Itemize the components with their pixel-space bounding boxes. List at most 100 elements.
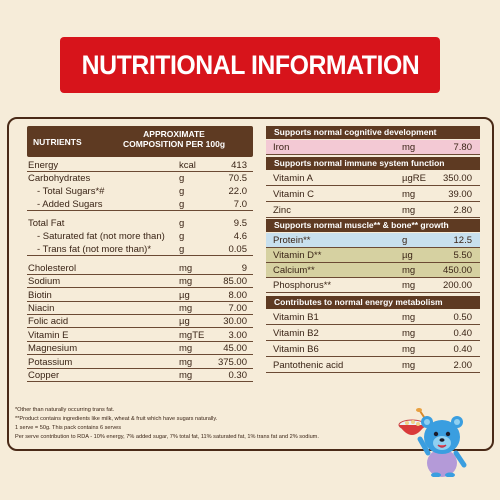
nutrient-name: Cholesterol [28, 263, 77, 274]
nutrient-value: 9.5 [233, 218, 247, 229]
nutrient-name: - Added Sugars [37, 199, 103, 210]
nutrient-name: Vitamin E [28, 330, 69, 341]
nutrient-unit: kcal [179, 160, 196, 171]
section-header: Supports normal muscle** & bone** growth [266, 219, 480, 232]
left-table-row: Magnesium mg 45.00 [27, 342, 253, 355]
right-table-row: Protein** g 12.5 [266, 233, 480, 248]
nutrient-unit: mg [402, 205, 416, 216]
nutrient-name: Potassium [28, 357, 73, 368]
right-table-row: Vitamin B1 mg 0.50 [266, 310, 480, 325]
right-table-row: Phosphorus** mg 200.00 [266, 278, 480, 293]
nutrient-unit: g [179, 218, 185, 229]
nutrient-name: Vitamin B1 [273, 312, 319, 323]
nutrient-name: Protein** [273, 235, 311, 246]
nutrient-unit: mg [402, 360, 416, 371]
left-table-row: - Trans fat (not more than)* g 0.05 [27, 243, 253, 256]
section-header: Contributes to normal energy metabolism [266, 296, 480, 309]
nutrient-unit: mg [402, 280, 416, 291]
left-table-row: Niacin mg 7.00 [27, 302, 253, 315]
footnotes: *Other than naturally occurring trans fa… [15, 406, 405, 442]
nutrient-name: - Total Sugars*# [37, 186, 105, 197]
nutrient-value: 30.00 [223, 316, 247, 327]
right-table-row: Zinc mg 2.80 [266, 203, 480, 218]
footnote: *Other than naturally occurring trans fa… [15, 407, 115, 413]
nutrient-value: 413 [231, 160, 247, 171]
nutrient-unit: mg [402, 142, 416, 153]
nutrient-unit: µgRE [402, 173, 426, 184]
left-table-row: Vitamin E mgTE 3.00 [27, 329, 253, 342]
nutrient-name: Sodium [28, 276, 61, 287]
left-table-row: Cholesterol mg 9 [27, 262, 253, 275]
nutrient-unit: g [179, 186, 185, 197]
nutrient-name: Calcium** [273, 265, 315, 276]
nutrient-unit: mg [179, 276, 193, 287]
nutrient-unit: g [179, 231, 185, 242]
nutrient-unit: mg [179, 263, 193, 274]
nutrient-name: Magnesium [28, 343, 78, 354]
left-table-row: Sodium mg 85.00 [27, 275, 253, 288]
nutrient-value: 7.0 [233, 199, 247, 210]
nutrient-name: Copper [28, 370, 60, 381]
nutrient-value: 0.05 [228, 244, 248, 255]
nutrient-value: 2.80 [453, 205, 473, 216]
nutrient-value: 3.00 [228, 330, 248, 341]
nutrient-value: 450.00 [442, 265, 472, 276]
nutrient-unit: mg [402, 265, 416, 276]
nutrient-value: 85.00 [223, 276, 247, 287]
nutrient-name: Folic acid [28, 316, 69, 327]
footnote: Per serve contribution to RDA - 10% ener… [15, 434, 319, 440]
nutrient-name: Vitamin C [273, 189, 315, 200]
left-table-row: Folic acid µg 30.00 [27, 315, 253, 328]
nutrient-name: Biotin [28, 290, 52, 301]
nutrient-unit: g [179, 173, 185, 184]
nutrient-name: Energy [28, 160, 59, 171]
left-table-row: - Added Sugars g 7.0 [27, 198, 253, 211]
section-header: Supports normal immune system function [266, 157, 480, 170]
nutrient-unit: mg [402, 189, 416, 200]
right-table-row: Iron mg 7.80 [266, 140, 480, 155]
nutrient-name: Niacin [28, 303, 55, 314]
right-table-row: Vitamin A µgRE 350.00 [266, 171, 480, 186]
nutrient-unit: µg [179, 290, 190, 301]
nutrient-unit: mgTE [179, 330, 205, 341]
nutrient-value: 22.0 [228, 186, 248, 197]
nutrient-name: Carbohydrates [28, 173, 91, 184]
nutrient-value: 0.50 [453, 312, 473, 323]
nutrient-unit: mg [179, 343, 193, 354]
left-table-row: Potassium mg 375.00 [27, 356, 253, 369]
nutrient-value: 45.00 [223, 343, 247, 354]
nutrient-value: 7.80 [453, 142, 473, 153]
left-table-row: - Total Sugars*# g 22.0 [27, 185, 253, 198]
nutrient-value: 0.30 [228, 370, 248, 381]
nutrient-name: Vitamin A [273, 173, 313, 184]
nutrient-value: 350.00 [442, 173, 472, 184]
nutrient-unit: mg [402, 344, 416, 355]
nutrient-value: 12.5 [453, 235, 473, 246]
nutrient-name: Pantothenic acid [273, 360, 344, 371]
nutrient-name: Vitamin B2 [273, 328, 319, 339]
nutrient-value: 5.50 [453, 250, 473, 261]
right-table-row: Vitamin B2 mg 0.40 [266, 326, 480, 341]
right-table-row: Calcium** mg 450.00 [266, 263, 480, 278]
nutrient-unit: mg [179, 303, 193, 314]
nutrient-name: Iron [273, 142, 290, 153]
nutrient-value: 375.00 [217, 357, 247, 368]
teddy-bear-mascot-icon [398, 408, 467, 477]
right-table-row: Pantothenic acid mg 2.00 [266, 358, 480, 373]
right-table-row: Vitamin D** µg 5.50 [266, 248, 480, 263]
nutrient-value: 2.00 [453, 360, 473, 371]
left-table-row: Energy kcal 413 [27, 159, 253, 172]
nutrient-unit: mg [402, 328, 416, 339]
right-table-row: Vitamin B6 mg 0.40 [266, 342, 480, 357]
composition-header: APPROXIMATE COMPOSITION PER 100g [119, 129, 229, 149]
left-table-row: - Saturated fat (not more than) g 4.6 [27, 230, 253, 243]
nutrient-value: 4.6 [233, 231, 247, 242]
nutrient-value: 39.00 [448, 189, 472, 200]
nutrient-unit: g [179, 199, 185, 210]
nutrient-value: 0.40 [453, 344, 473, 355]
section-header: Supports normal cognitive development [266, 126, 480, 139]
nutrient-name: Zinc [273, 205, 291, 216]
nutrient-unit: g [179, 244, 185, 255]
nutrient-value: 9 [241, 263, 247, 274]
title-banner: NUTRITIONAL INFORMATION [60, 37, 440, 93]
